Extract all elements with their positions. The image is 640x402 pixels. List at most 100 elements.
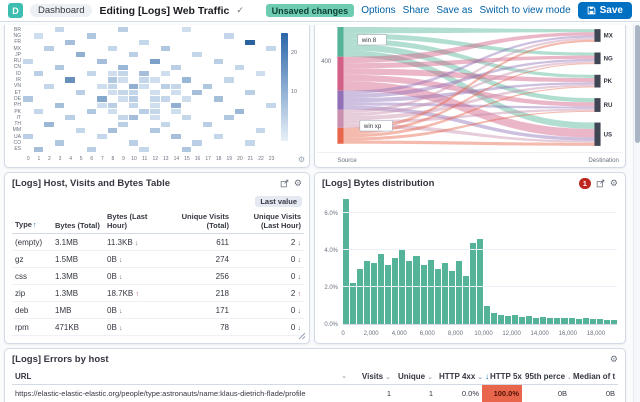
heatmap-cell[interactable]: [192, 90, 202, 96]
sankey-flow[interactable]: [343, 55, 595, 69]
heatmap-cell[interactable]: [54, 140, 65, 146]
column-header[interactable]: Median of t⌄: [570, 369, 618, 385]
heatmap-cell[interactable]: [150, 102, 160, 108]
heatmap-cell[interactable]: [118, 77, 128, 83]
table-row[interactable]: gz 1.5MB 0B ↓ 274 0 ↓: [12, 250, 304, 268]
table-row[interactable]: rpm 471KB 0B ↓ 78 0 ↓: [12, 318, 304, 336]
heatmap-cell[interactable]: [171, 102, 181, 108]
heatmap-cell[interactable]: [75, 127, 86, 134]
histogram-bar[interactable]: [533, 317, 540, 324]
heatmap-cell[interactable]: [44, 45, 54, 52]
sankey-dest-node[interactable]: [594, 122, 601, 146]
unique-destination-heatmap-panel[interactable]: BR NG FR MX JP RU CN ID IR VN ET DE PH PK IT TH MM UA CO ES…: [4, 25, 310, 168]
heatmap-cell[interactable]: [192, 140, 202, 146]
histogram-bar[interactable]: [603, 320, 610, 324]
heatmap-cell[interactable]: [266, 102, 276, 108]
heatmap-cell[interactable]: [118, 71, 128, 77]
sankey-source-node[interactable]: [337, 127, 344, 144]
sankey-flow[interactable]: [343, 39, 595, 132]
options-button[interactable]: Options: [361, 5, 396, 16]
heatmap-cell[interactable]: [234, 108, 245, 115]
sankey-flow[interactable]: [343, 84, 595, 121]
panel-settings-icon[interactable]: ⚙: [293, 178, 302, 188]
sankey-flow[interactable]: [343, 32, 595, 64]
histogram-bar[interactable]: [406, 261, 413, 324]
heatmap-cell[interactable]: [118, 96, 128, 102]
heatmap-cell[interactable]: [86, 146, 97, 152]
histogram-bar[interactable]: [610, 320, 617, 324]
heatmap-cell[interactable]: [245, 140, 255, 146]
sankey-flow[interactable]: [343, 81, 595, 138]
heatmap-cell[interactable]: [44, 83, 54, 89]
sankey-flow[interactable]: [343, 63, 595, 135]
heatmap-cell[interactable]: [150, 77, 160, 83]
sankey-flow[interactable]: [343, 82, 595, 103]
sankey-dest-node[interactable]: [594, 74, 601, 88]
heatmap-plot[interactable]: [23, 27, 277, 153]
heatmap-cell[interactable]: [107, 108, 118, 115]
save-to-library-icon[interactable]: [280, 179, 289, 188]
table-row[interactable]: https://elastic-elastic-elastic.org/peop…: [12, 384, 618, 402]
histogram-bar[interactable]: [540, 316, 547, 324]
heatmap-legend[interactable]: 20 10: [279, 33, 305, 141]
save-button[interactable]: Save: [577, 2, 632, 19]
scrollbar-thumb[interactable]: [635, 25, 640, 143]
heatmap-cell[interactable]: [44, 121, 54, 127]
heatmap-cell[interactable]: [139, 83, 149, 89]
column-header[interactable]: Unique Visits (Last Hour): [232, 211, 304, 234]
heatmap-cell[interactable]: [150, 127, 160, 134]
notification-badge[interactable]: 1: [578, 178, 591, 189]
heatmap-cell[interactable]: [128, 140, 139, 146]
machine-os-destination-sankey-panel[interactable]: MX NG PK RU US win 8 win xp 400 Source Destin…: [314, 25, 626, 168]
heatmap-cell[interactable]: [255, 71, 266, 77]
histogram-bar[interactable]: [357, 268, 364, 324]
histogram-bar[interactable]: [343, 198, 350, 324]
heatmap-cell[interactable]: [128, 52, 139, 58]
table-row[interactable]: zip 1.3MB 18.7KB ↑ 218 2 ↑: [12, 284, 304, 302]
histogram-bar[interactable]: [420, 265, 427, 324]
heatmap-cell[interactable]: [107, 90, 118, 96]
heatmap-cell[interactable]: [150, 90, 160, 96]
host-visits-bytes-panel[interactable]: [Logs] Host, Visits and Bytes Table ⚙ La…: [4, 172, 310, 344]
breadcrumb-dashboard[interactable]: Dashboard: [30, 4, 93, 17]
heatmap-cell[interactable]: [97, 102, 107, 108]
sankey-source-node[interactable]: [337, 109, 344, 128]
heatmap-cell[interactable]: [160, 71, 171, 77]
sankey-flow[interactable]: [343, 86, 595, 138]
sankey-dest-node[interactable]: [594, 29, 601, 42]
heatmap-cell[interactable]: [160, 121, 171, 127]
heatmap-cell[interactable]: [54, 102, 65, 108]
heatmap-cell[interactable]: [107, 45, 118, 52]
histogram-bar[interactable]: [392, 257, 399, 324]
heatmap-cell[interactable]: [245, 39, 255, 45]
heatmap-cell[interactable]: [23, 58, 33, 64]
sankey-flow[interactable]: [343, 50, 595, 129]
histogram-bar[interactable]: [434, 268, 441, 324]
space-avatar[interactable]: D: [8, 3, 23, 18]
column-header[interactable]: Unique Visits (Total): [166, 211, 232, 234]
column-header[interactable]: 95th perce⌄: [522, 369, 570, 385]
sankey-flow[interactable]: [343, 108, 595, 124]
heatmap-cell[interactable]: [202, 121, 213, 127]
heatmap-cell[interactable]: [65, 39, 75, 45]
heatmap-cell[interactable]: [213, 96, 224, 102]
heatmap-cell[interactable]: [23, 134, 33, 140]
heatmap-cell[interactable]: [118, 115, 128, 121]
heatmap-cell[interactable]: [171, 83, 181, 89]
heatmap-cell[interactable]: [107, 127, 118, 134]
heatmap-cell[interactable]: [86, 108, 97, 115]
column-header[interactable]: Type↑: [12, 211, 52, 234]
heatmap-cell[interactable]: [128, 83, 139, 89]
heatmap-cell[interactable]: [128, 96, 139, 102]
histogram-bar[interactable]: [505, 315, 512, 324]
heatmap-cell[interactable]: [107, 71, 118, 77]
heatmap-cell[interactable]: [181, 146, 192, 152]
sankey-flow[interactable]: [343, 33, 595, 56]
sankey-flow[interactable]: [343, 35, 595, 94]
column-header[interactable]: Unique ⌄: [394, 369, 436, 385]
heatmap-cell[interactable]: [75, 90, 86, 96]
heatmap-cell[interactable]: [139, 146, 149, 152]
heatmap-cell[interactable]: [128, 102, 139, 108]
histogram-bar[interactable]: [568, 318, 575, 324]
table-row[interactable]: (empty) 3.1MB 11.3KB ↓ 611 2 ↓: [12, 233, 304, 251]
